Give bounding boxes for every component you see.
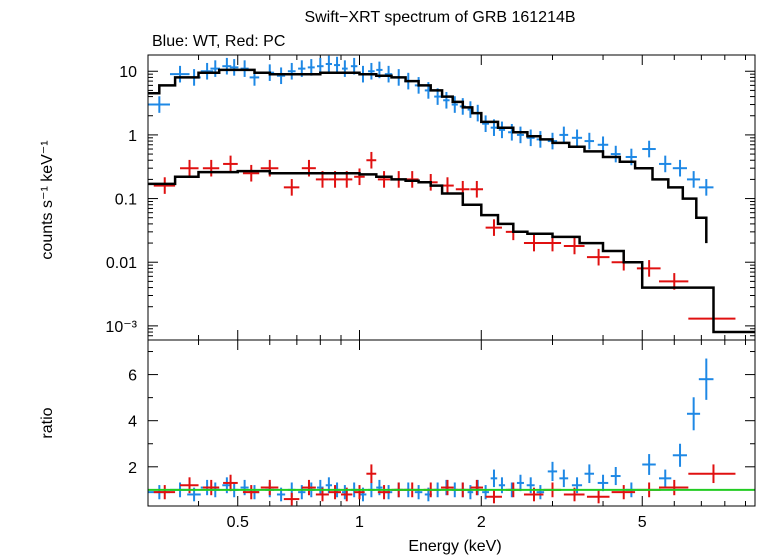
ratio-panel-ticks [147,340,755,506]
ratio-tick-label: 6 [128,368,137,385]
x-axis-label: Energy (keV) [408,538,501,555]
y-tick-label: 10 [119,64,137,81]
x-tick-labels: 0.5 1 2 5 [227,514,647,531]
x-tick-label: 2 [477,514,486,531]
y-tick-label: 1 [128,128,137,145]
ratio-tick-label: 4 [128,414,137,431]
ratio-panel-frame [147,339,756,507]
pc-model-curve [148,169,755,334]
y-tick-labels: 10 1 0.1 0.01 10⁻³ [105,64,137,336]
chart-subtitle: Blue: WT, Red: PC [152,33,285,50]
y-tick-label: 0.01 [106,255,137,272]
chart-title: Swift−XRT spectrum of GRB 161214B [304,9,575,26]
ratio-panel-data [148,358,755,506]
y-tick-label: 0.1 [115,192,137,209]
x-tick-label: 0.5 [227,514,249,531]
main-panel-data [148,55,755,334]
x-tick-label: 5 [638,514,647,531]
ratio-tick-label: 2 [128,460,137,477]
y-tick-label: 10⁻³ [105,319,137,336]
ratio-tick-labels: 2 4 6 [128,368,137,477]
wt-model-curve [148,68,708,244]
y-axis-label: counts s⁻¹ keV⁻¹ [39,140,56,259]
main-panel-ticks [147,55,755,341]
ratio-axis-label: ratio [39,407,56,438]
x-tick-label: 1 [355,514,364,531]
